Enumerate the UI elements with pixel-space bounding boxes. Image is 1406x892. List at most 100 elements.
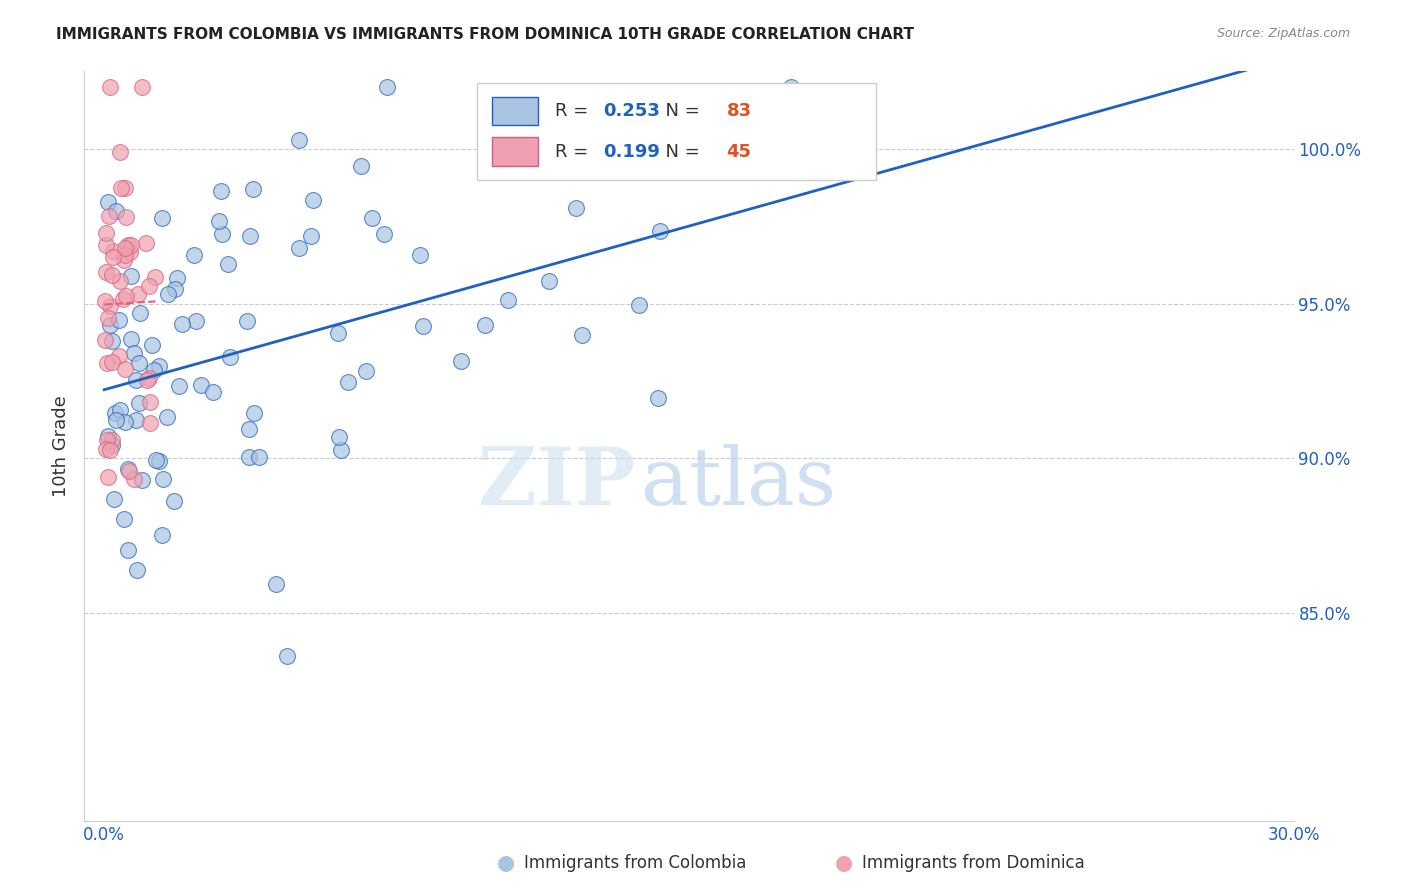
- Point: [120, 268, 142, 283]
- Text: N =: N =: [654, 102, 706, 120]
- Point: [114, 415, 136, 429]
- Bar: [492, 137, 538, 166]
- Point: [110, 403, 132, 417]
- Point: [103, 492, 125, 507]
- Point: [94, 226, 117, 240]
- Point: [128, 306, 150, 320]
- Point: [120, 238, 142, 252]
- Point: [97, 429, 120, 443]
- Point: [138, 278, 160, 293]
- Point: [96, 434, 118, 448]
- Point: [571, 327, 593, 342]
- Text: R =: R =: [555, 143, 593, 161]
- Text: atlas: atlas: [641, 444, 835, 523]
- Y-axis label: 10th Grade: 10th Grade: [52, 395, 70, 497]
- Point: [247, 450, 270, 464]
- Point: [201, 385, 224, 400]
- Point: [97, 470, 120, 484]
- Point: [122, 472, 145, 486]
- Point: [354, 364, 377, 378]
- Point: [101, 354, 124, 368]
- Point: [238, 421, 260, 435]
- Point: [105, 413, 128, 427]
- Point: [105, 204, 128, 219]
- Bar: [492, 97, 538, 125]
- Point: [145, 269, 167, 284]
- Point: [114, 289, 136, 303]
- Point: [328, 430, 350, 444]
- Text: IMMIGRANTS FROM COLOMBIA VS IMMIGRANTS FROM DOMINICA 10TH GRADE CORRELATION CHAR: IMMIGRANTS FROM COLOMBIA VS IMMIGRANTS F…: [56, 27, 914, 42]
- Text: 45: 45: [727, 143, 751, 161]
- Point: [412, 319, 434, 334]
- Point: [537, 274, 560, 288]
- Point: [138, 417, 160, 431]
- Point: [103, 250, 125, 264]
- Point: [117, 543, 139, 558]
- Point: [131, 473, 153, 487]
- Text: ●: ●: [498, 854, 515, 873]
- Point: [209, 184, 232, 198]
- Point: [110, 181, 132, 195]
- Point: [166, 270, 188, 285]
- Point: [101, 268, 124, 283]
- Point: [211, 227, 233, 241]
- Point: [163, 493, 186, 508]
- Point: [408, 248, 430, 262]
- Point: [217, 257, 239, 271]
- Point: [186, 313, 208, 327]
- Point: [118, 245, 141, 260]
- Point: [627, 298, 650, 312]
- Point: [96, 442, 118, 456]
- Point: [238, 450, 260, 464]
- Point: [94, 294, 117, 309]
- Point: [474, 318, 496, 332]
- Point: [564, 202, 586, 216]
- Point: [172, 317, 194, 331]
- Point: [101, 433, 124, 447]
- Point: [780, 79, 803, 94]
- Point: [329, 442, 352, 457]
- Point: [139, 395, 162, 409]
- Text: 83: 83: [727, 102, 752, 120]
- Point: [96, 355, 118, 369]
- Point: [120, 332, 142, 346]
- Point: [97, 310, 120, 325]
- Point: [135, 235, 157, 250]
- Point: [128, 356, 150, 370]
- Point: [117, 238, 139, 252]
- Point: [302, 193, 325, 207]
- Point: [242, 182, 264, 196]
- Text: N =: N =: [654, 143, 706, 161]
- Point: [138, 371, 160, 385]
- Text: ●: ●: [835, 854, 852, 873]
- Point: [110, 145, 132, 159]
- Point: [373, 227, 395, 242]
- Point: [98, 443, 121, 458]
- Point: [114, 211, 136, 225]
- Point: [141, 337, 163, 351]
- Point: [98, 79, 121, 94]
- Point: [156, 286, 179, 301]
- Point: [108, 349, 131, 363]
- Point: [288, 241, 311, 255]
- Point: [299, 229, 322, 244]
- Point: [235, 314, 257, 328]
- Point: [114, 181, 136, 195]
- Point: [152, 471, 174, 485]
- Point: [114, 361, 136, 376]
- Point: [136, 373, 159, 387]
- Point: [150, 211, 173, 225]
- Point: [287, 133, 309, 147]
- Point: [183, 248, 205, 262]
- Point: [150, 528, 173, 542]
- Point: [94, 264, 117, 278]
- Point: [648, 224, 671, 238]
- Point: [243, 406, 266, 420]
- Point: [100, 438, 122, 452]
- Point: [337, 375, 360, 389]
- Point: [108, 274, 131, 288]
- Point: [98, 318, 121, 332]
- Text: R =: R =: [555, 102, 593, 120]
- Point: [94, 237, 117, 252]
- Point: [145, 453, 167, 467]
